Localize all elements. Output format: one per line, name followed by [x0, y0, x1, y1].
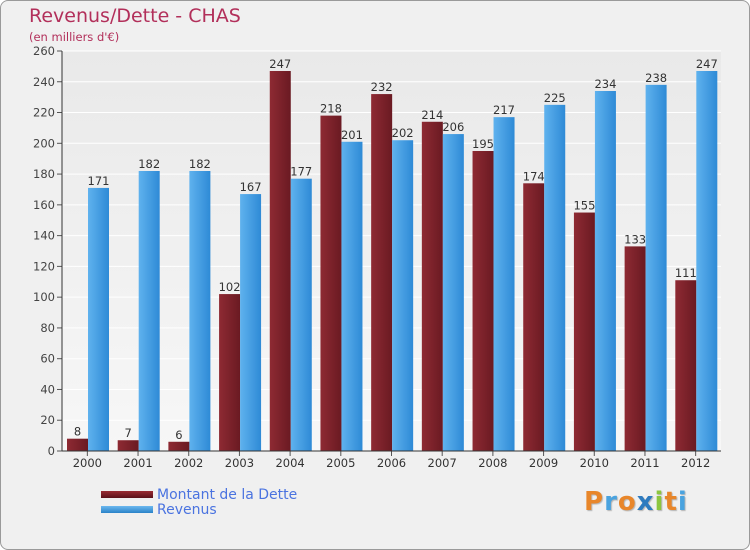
- x-tick-label: 2005: [326, 456, 355, 470]
- data-label-dette: 214: [421, 108, 443, 122]
- bar-revenus: [290, 178, 312, 451]
- bar-dette: [320, 115, 342, 451]
- y-tick-label: 100: [33, 290, 55, 304]
- bar-revenus: [341, 141, 363, 451]
- x-tick-label: 2006: [377, 456, 406, 470]
- logo-letter: x: [636, 487, 655, 517]
- bar-dette: [624, 246, 646, 451]
- bar-dette: [523, 183, 545, 452]
- legend-label-revenus: Revenus: [157, 501, 217, 518]
- chart-subtitle: (en milliers d'€): [29, 30, 120, 44]
- bar-revenus: [240, 194, 262, 452]
- bar-dette: [573, 212, 595, 451]
- bar-dette: [421, 121, 443, 452]
- logo-letter: r: [604, 487, 618, 517]
- y-tick-label: 200: [33, 136, 55, 150]
- y-tick-label: 80: [40, 321, 55, 335]
- bar-revenus: [88, 187, 109, 451]
- bar-dette: [117, 440, 139, 451]
- bar-dette: [219, 294, 241, 451]
- bar-revenus: [594, 91, 616, 451]
- bar-revenus: [493, 117, 515, 452]
- data-label-revenus: 201: [341, 128, 363, 142]
- data-label-revenus: 217: [493, 103, 515, 117]
- legend-swatch-dette: [101, 491, 153, 498]
- data-label-revenus: 182: [138, 157, 160, 171]
- x-tick-label: 2009: [529, 456, 558, 470]
- logo-letter: P: [584, 487, 605, 517]
- y-tick-label: 60: [40, 352, 55, 366]
- bar-revenus: [392, 140, 414, 451]
- y-tick-label: 260: [33, 44, 55, 58]
- data-label-dette: 8: [74, 425, 81, 439]
- x-tick-label: 2012: [681, 456, 710, 470]
- x-tick-label: 2010: [580, 456, 609, 470]
- data-label-revenus: 167: [240, 180, 262, 194]
- data-label-dette: 218: [320, 102, 342, 116]
- x-tick-label: 2003: [225, 456, 254, 470]
- y-tick-label: 220: [33, 106, 55, 120]
- data-label-dette: 102: [219, 280, 241, 294]
- data-label-revenus: 238: [645, 71, 667, 85]
- y-tick-label: 160: [33, 198, 55, 212]
- bar-dette: [675, 280, 697, 451]
- data-label-dette: 155: [573, 199, 595, 213]
- y-tick-label: 240: [33, 75, 55, 89]
- bar-revenus: [544, 104, 566, 451]
- bar-dette: [371, 94, 393, 452]
- bar-revenus: [189, 171, 211, 451]
- bar-revenus: [138, 171, 160, 451]
- x-tick-label: 2011: [630, 456, 659, 470]
- data-label-revenus: 202: [392, 126, 414, 140]
- x-tick-label: 2004: [275, 456, 304, 470]
- data-label-dette: 6: [175, 428, 182, 442]
- bar-dette: [168, 441, 190, 451]
- data-label-dette: 111: [675, 266, 697, 280]
- data-label-revenus: 247: [696, 57, 718, 71]
- legend-label-dette: Montant de la Dette: [157, 486, 298, 503]
- data-label-dette: 174: [523, 169, 545, 183]
- bar-dette: [67, 438, 88, 451]
- y-tick-label: 40: [40, 382, 55, 396]
- legend-item-dette: Montant de la Dette: [101, 486, 298, 503]
- legend-swatch-revenus: [101, 506, 153, 513]
- data-label-revenus: 177: [290, 165, 312, 179]
- bar-revenus: [442, 134, 464, 452]
- logo-letter: i: [677, 487, 688, 517]
- y-tick-label: 180: [33, 167, 55, 181]
- x-tick-label: 2001: [123, 456, 152, 470]
- y-tick-label: 0: [48, 444, 55, 458]
- data-label-revenus: 171: [88, 174, 110, 188]
- data-label-revenus: 206: [442, 120, 464, 134]
- proxiti-logo: Proxiti: [584, 487, 688, 517]
- x-tick-label: 2000: [73, 456, 102, 470]
- data-label-revenus: 182: [189, 157, 211, 171]
- bar-dette: [269, 71, 291, 451]
- x-tick-label: 2008: [478, 456, 507, 470]
- legend-item-revenus: Revenus: [101, 501, 297, 518]
- data-label-dette: 232: [371, 80, 393, 94]
- data-label-revenus: 225: [544, 91, 566, 105]
- logo-letter: o: [617, 487, 637, 517]
- legend: Montant de la Dette Revenus: [101, 486, 298, 518]
- bar-dette: [472, 151, 494, 451]
- logo-letter: t: [664, 487, 678, 517]
- data-label-revenus: 234: [594, 77, 616, 91]
- y-tick-label: 120: [33, 259, 55, 273]
- data-label-dette: 247: [269, 57, 291, 71]
- y-tick-label: 140: [33, 229, 55, 243]
- data-label-dette: 7: [125, 426, 132, 440]
- y-tick-label: 20: [40, 413, 55, 427]
- x-tick-label: 2002: [174, 456, 203, 470]
- data-label-dette: 195: [472, 137, 494, 151]
- logo-letter: i: [654, 487, 665, 517]
- bar-revenus: [645, 84, 667, 451]
- data-label-dette: 133: [624, 232, 646, 246]
- bar-revenus: [696, 71, 718, 451]
- x-tick-label: 2007: [428, 456, 457, 470]
- chart-title: Revenus/Dette - CHAS: [29, 5, 241, 27]
